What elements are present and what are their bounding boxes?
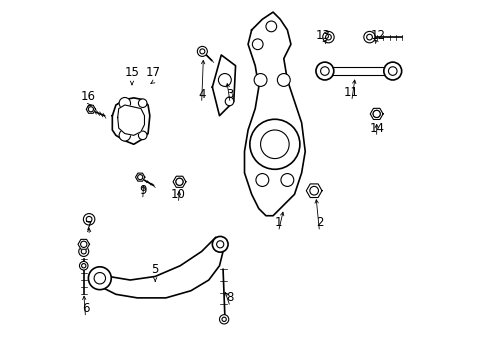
Circle shape [176, 178, 183, 185]
Text: 5: 5 [151, 263, 159, 276]
Circle shape [197, 46, 207, 57]
Polygon shape [324, 67, 392, 75]
Circle shape [218, 73, 231, 86]
Circle shape [260, 130, 288, 158]
Polygon shape [78, 239, 89, 249]
Text: 12: 12 [370, 29, 385, 42]
Circle shape [277, 73, 290, 86]
Text: 16: 16 [81, 90, 95, 103]
Circle shape [119, 130, 130, 141]
Polygon shape [135, 173, 144, 181]
Circle shape [138, 99, 147, 108]
Circle shape [383, 62, 401, 80]
Polygon shape [94, 237, 223, 298]
Circle shape [79, 247, 88, 256]
Text: 4: 4 [198, 88, 205, 101]
Text: 1: 1 [274, 216, 282, 229]
Circle shape [252, 39, 263, 50]
Polygon shape [212, 55, 235, 116]
Text: 6: 6 [81, 302, 89, 315]
Circle shape [88, 267, 111, 290]
Polygon shape [112, 98, 149, 144]
Circle shape [225, 97, 233, 106]
Circle shape [322, 31, 333, 43]
Polygon shape [244, 12, 305, 216]
Circle shape [212, 237, 227, 252]
Text: 9: 9 [139, 184, 146, 197]
Circle shape [94, 273, 105, 284]
Circle shape [219, 315, 228, 324]
Circle shape [83, 213, 95, 225]
Polygon shape [173, 176, 185, 187]
Circle shape [281, 174, 293, 186]
Circle shape [216, 241, 224, 248]
Circle shape [265, 21, 276, 32]
Circle shape [80, 261, 88, 270]
Text: 14: 14 [368, 122, 384, 135]
Circle shape [372, 111, 380, 117]
Circle shape [138, 131, 147, 140]
Circle shape [119, 98, 130, 109]
Text: 7: 7 [85, 220, 93, 233]
Polygon shape [86, 105, 95, 113]
Text: 11: 11 [344, 86, 358, 99]
Text: 3: 3 [226, 88, 233, 101]
Text: 10: 10 [171, 188, 185, 201]
Text: 15: 15 [124, 66, 139, 79]
Polygon shape [305, 184, 322, 198]
Polygon shape [369, 108, 382, 120]
Circle shape [249, 119, 299, 169]
Circle shape [254, 73, 266, 86]
Circle shape [363, 31, 374, 43]
Polygon shape [118, 105, 144, 135]
Circle shape [255, 174, 268, 186]
Text: 17: 17 [145, 66, 161, 79]
Circle shape [315, 62, 333, 80]
Text: 13: 13 [315, 29, 330, 42]
Text: 2: 2 [315, 216, 323, 229]
Text: 8: 8 [226, 291, 233, 305]
